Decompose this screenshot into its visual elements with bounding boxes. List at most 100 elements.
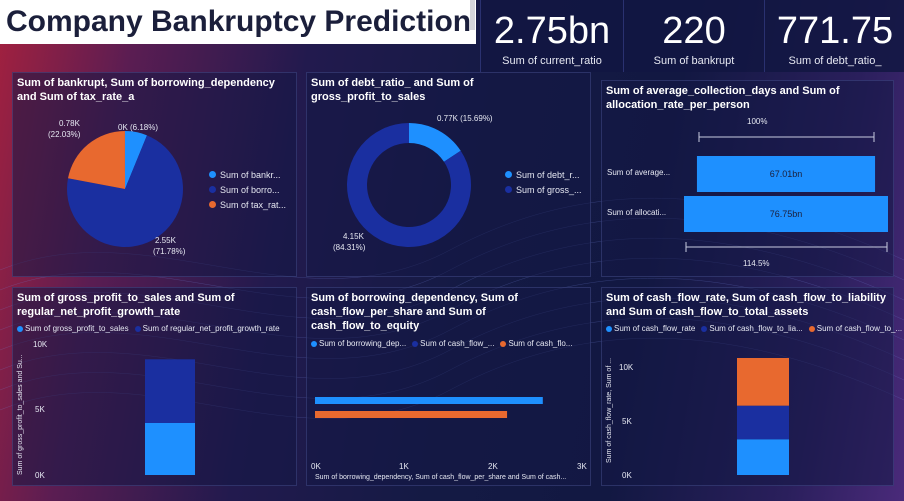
column-segment-regular-net-profit[interactable] (145, 359, 195, 423)
chart-legend: Sum of gross_profit_to_sales Sum of regu… (17, 324, 280, 333)
legend-dot (606, 325, 612, 332)
funnel-value-label[interactable]: 76.75bn (770, 209, 803, 219)
legend-item[interactable]: Sum of cash_flow_to_... (808, 324, 903, 333)
funnel-top-bracket (698, 132, 875, 142)
x-tick: 0K (311, 462, 321, 471)
legend-dot (808, 325, 815, 332)
legend-label: Sum of cash_flow_to_... (816, 324, 903, 333)
data-label-borrowing-percent: (71.78%) (153, 247, 186, 256)
funnel-chart[interactable]: 67.01bn 76.75bn (602, 81, 893, 276)
data-label-tax-percent: (22.03%) (48, 130, 81, 139)
y-tick: 5K (622, 417, 632, 426)
column-segment-cash-flow-rate[interactable] (737, 439, 789, 475)
page-title: Company Bankruptcy Prediction (6, 5, 472, 38)
legend-dot (701, 325, 708, 332)
legend-dot (209, 186, 216, 193)
funnel-bar-allocation-rate[interactable] (684, 196, 888, 232)
chart-legend: Sum of borrowing_dep... Sum of cash_flow… (311, 339, 572, 348)
kpi-card-current-ratio[interactable]: 2.75bn Sum of current_ratio (480, 0, 623, 72)
chart-title: Sum of average_collection_days and Sum o… (606, 85, 840, 111)
funnel-value-label[interactable]: 67.01bn (770, 169, 803, 179)
stacked-column-chart[interactable] (602, 288, 893, 485)
legend-label: Sum of cash_flo... (508, 339, 573, 348)
data-label-tax-value: 0.78K (59, 119, 80, 128)
legend-item[interactable]: Sum of borrowing_dep... (311, 339, 406, 348)
kpi-value: 771.75 (776, 10, 894, 52)
legend-dot (209, 171, 216, 178)
funnel-top-percent: 100% (747, 117, 768, 126)
data-label-gross: 0.77K (15.69%) (437, 114, 493, 123)
legend-item[interactable]: Sum of cash_flow_rate (606, 324, 695, 333)
bar-borrowing-dependency[interactable] (315, 397, 543, 404)
y-tick: 0K (35, 471, 45, 480)
pie-chart[interactable] (13, 73, 296, 276)
pie-chart-panel[interactable]: Sum of bankrupt, Sum of borrowing_depend… (12, 72, 297, 277)
legend-dot (412, 340, 419, 347)
data-label-bankrupt: 0K (6.18%) (118, 123, 159, 132)
donut-chart[interactable] (307, 73, 590, 276)
donut-chart-panel[interactable]: Sum of debt_ratio_ and Sum of gross_prof… (306, 72, 591, 277)
column-segment-cash-flow-to-liability[interactable] (737, 405, 789, 440)
x-tick: 2K (488, 462, 498, 471)
chart-legend: Sum of bankr... Sum of borro... Sum of t… (209, 167, 286, 212)
kpi-card-debt-ratio[interactable]: 771.75 Sum of debt_ratio_ (764, 0, 904, 72)
title-divider (470, 0, 475, 30)
kpi-value: 2.75bn (493, 10, 611, 52)
y-tick: 0K (622, 471, 632, 480)
donut-slice-debt-ratio[interactable] (346, 123, 471, 247)
chart-title: Sum of debt_ratio_ and Sum of gross_prof… (311, 77, 474, 103)
legend-label: Sum of cash_flow_rate (614, 324, 696, 333)
legend-label: Sum of cash_flow_... (420, 339, 495, 348)
pie-slice-tax-rate[interactable] (68, 131, 125, 189)
kpi-value: 220 (662, 10, 726, 52)
chart-legend: Sum of cash_flow_rate Sum of cash_flow_t… (606, 324, 902, 333)
legend-item[interactable]: Sum of cash_flo... (500, 339, 572, 348)
legend-dot (505, 186, 512, 193)
legend-item[interactable]: Sum of regular_net_profit_growth_rate (134, 324, 280, 333)
legend-item[interactable]: Sum of cash_flow_to_lia... (701, 324, 803, 333)
horizontal-bar-panel[interactable]: Sum of borrowing_dependency, Sum of cash… (306, 287, 591, 486)
y-tick: 5K (35, 405, 45, 414)
legend-item[interactable]: Sum of borro... (209, 182, 286, 197)
funnel-bottom-bracket (685, 242, 888, 252)
pie-slice-borrowing-dependency[interactable] (66, 135, 184, 247)
data-label-debt-value: 4.15K (343, 232, 364, 241)
legend-label: Sum of borrowing_dep... (319, 339, 407, 348)
title-bar: Company Bankruptcy Prediction (0, 0, 476, 44)
legend-dot (134, 325, 141, 332)
kpi-label: Sum of bankrupt (653, 55, 735, 67)
pie-slice-bankrupt[interactable] (125, 131, 147, 189)
legend-label: Sum of borro... (220, 184, 280, 195)
legend-item[interactable]: Sum of gross_profit_to_sales (17, 324, 129, 333)
kpi-card-bankrupt[interactable]: 220 Sum of bankrupt (623, 0, 764, 72)
legend-dot (17, 325, 23, 332)
legend-label: Sum of bankr... (220, 169, 281, 180)
legend-label: Sum of gross_profit_to_sales (25, 324, 129, 333)
legend-dot (311, 340, 317, 347)
funnel-label-allocation: Sum of allocati... (607, 208, 667, 217)
legend-dot (505, 171, 512, 178)
column-segment-gross-profit[interactable] (145, 423, 195, 475)
kpi-label: Sum of current_ratio (502, 55, 602, 67)
funnel-bar-average-collection-days[interactable] (696, 156, 876, 192)
legend-item[interactable]: Sum of tax_rat... (209, 197, 286, 212)
bar-cash-flow-to-equity[interactable] (315, 411, 508, 418)
stacked-column-panel-cash-flow[interactable]: Sum of cash_flow_rate, Sum of cash_flow_… (601, 287, 902, 486)
donut-slice-gross-profit[interactable] (409, 123, 461, 162)
legend-item[interactable]: Sum of cash_flow_... (412, 339, 494, 348)
stacked-column-panel-gross[interactable]: Sum of gross_profit_to_sales and Sum of … (12, 287, 297, 486)
legend-label: Sum of cash_flow_to_lia... (709, 324, 803, 333)
chart-title: Sum of gross_profit_to_sales and Sum of … (17, 292, 235, 318)
legend-item[interactable]: Sum of bankr... (209, 167, 286, 182)
x-axis-title: Sum of borrowing_dependency, Sum of cash… (315, 474, 567, 481)
funnel-chart-panel[interactable]: Sum of average_collection_days and Sum o… (601, 80, 894, 277)
legend-dot (209, 201, 216, 208)
chart-title: Sum of borrowing_dependency, Sum of cash… (311, 292, 518, 332)
horizontal-bar-chart[interactable] (307, 288, 590, 485)
legend-label: Sum of regular_net_profit_growth_rate (142, 324, 280, 333)
legend-item[interactable]: Sum of debt_r... (505, 167, 582, 182)
stacked-column-chart[interactable] (13, 288, 296, 485)
column-segment-cash-flow-to-total-assets[interactable] (737, 358, 789, 406)
chart-title: Sum of bankrupt, Sum of borrowing_depend… (17, 77, 275, 103)
legend-item[interactable]: Sum of gross_... (505, 182, 582, 197)
